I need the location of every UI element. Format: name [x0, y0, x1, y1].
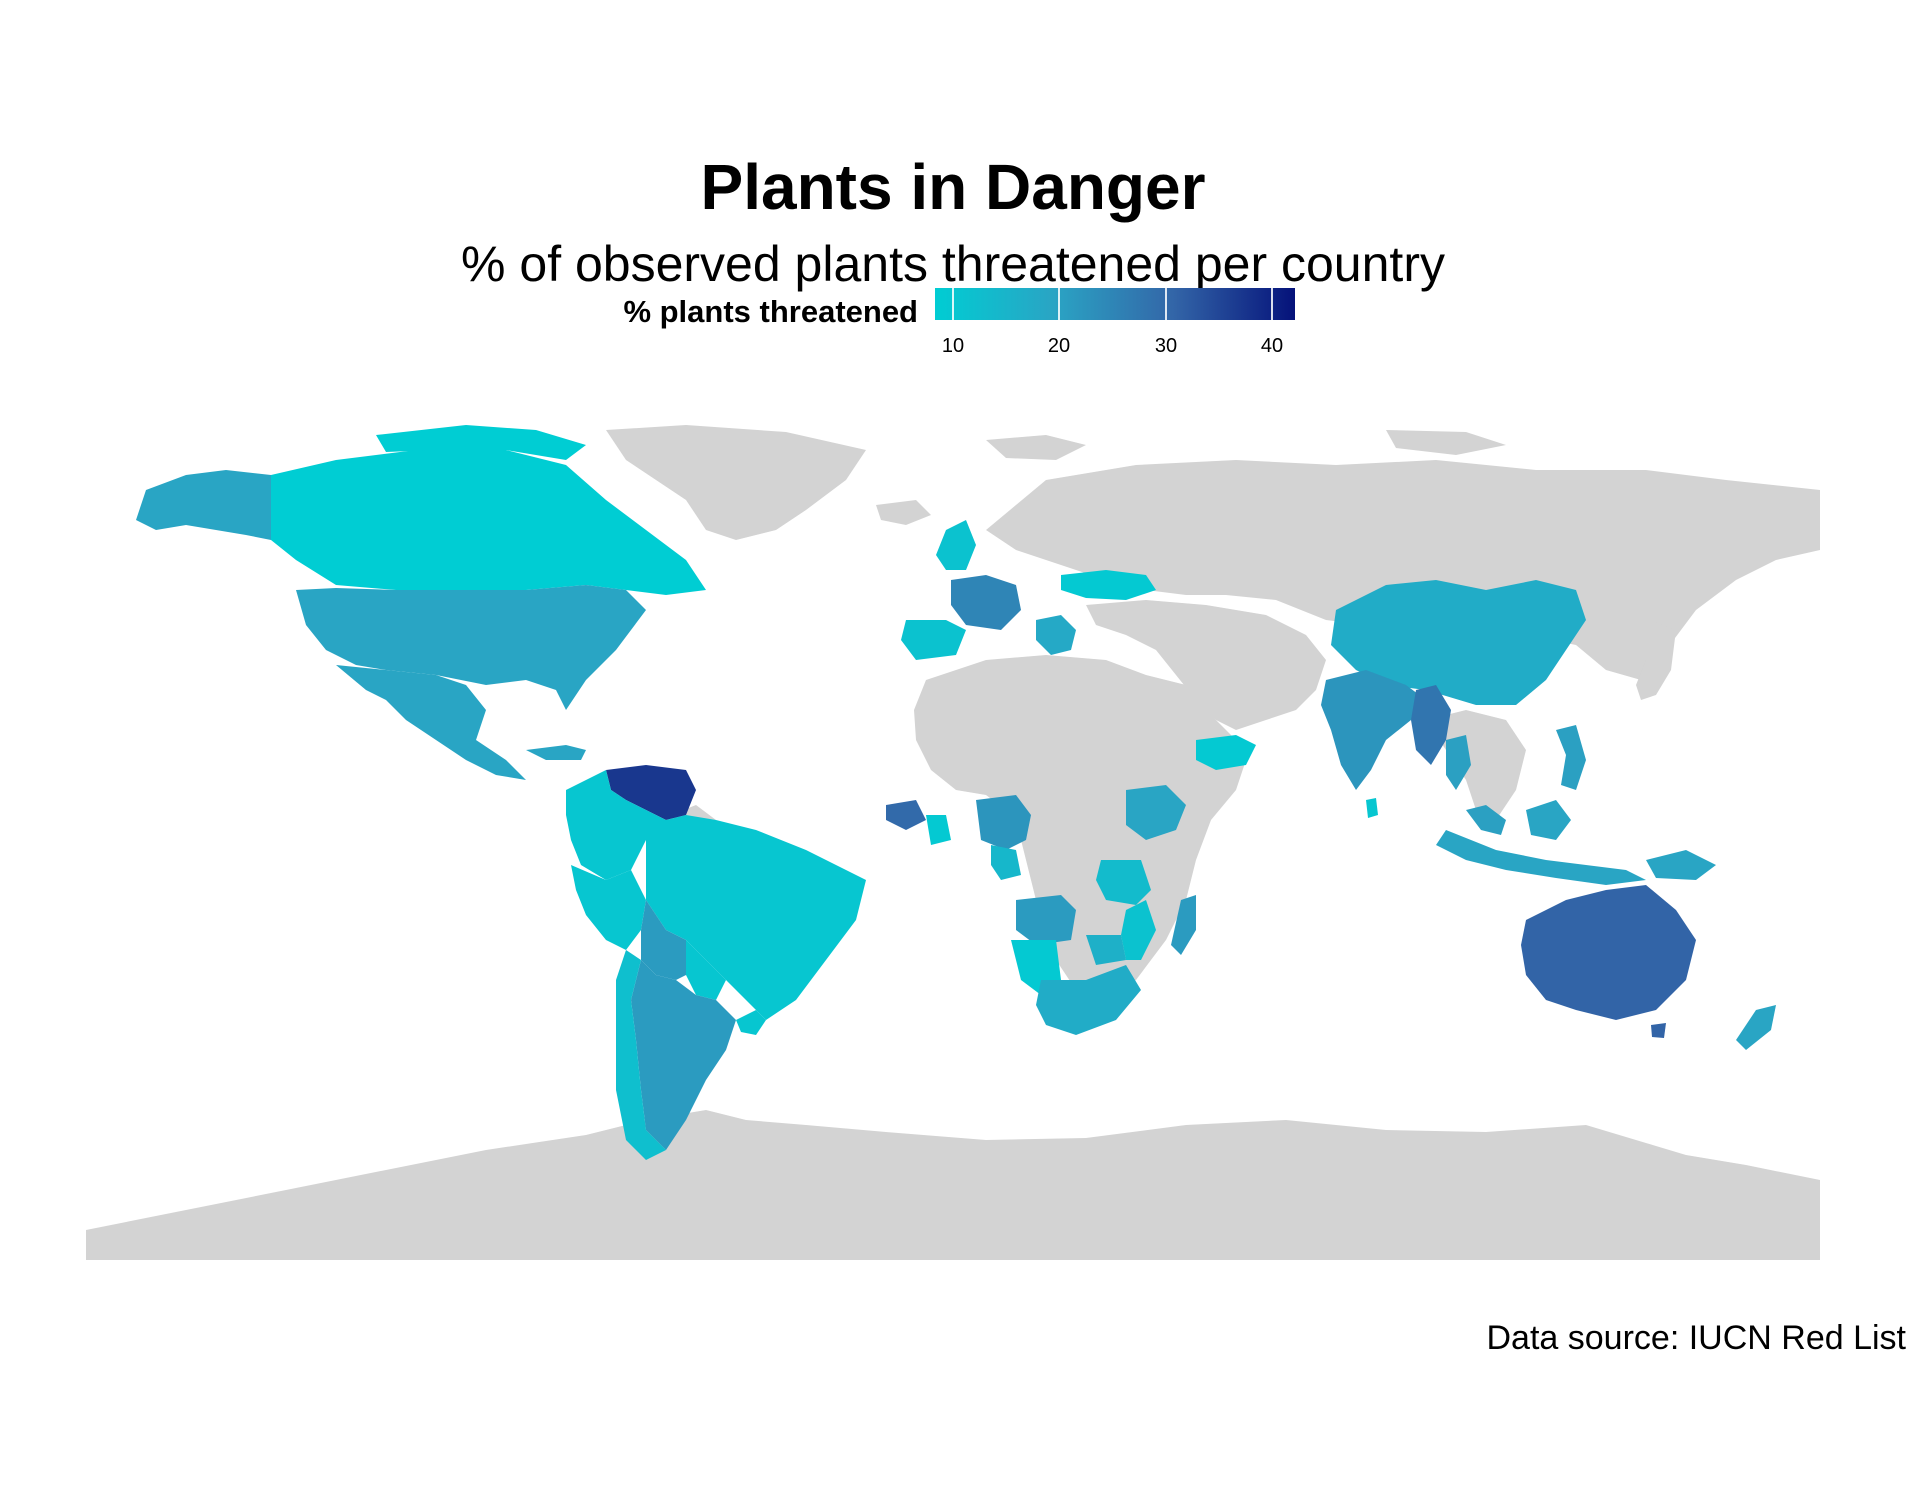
chart-subtitle: % of observed plants threatened per coun… — [461, 236, 1445, 292]
region-cameroon — [976, 795, 1031, 850]
region-myanmar — [1411, 685, 1451, 765]
no-data-landmass — [606, 425, 866, 540]
legend-tick-mark — [1058, 288, 1060, 320]
legend-tick-mark — [1165, 288, 1167, 320]
region-new-zealand — [1736, 1005, 1776, 1050]
region-spain — [901, 620, 966, 660]
legend-tick-label: 30 — [1154, 335, 1178, 357]
region-angola — [1016, 895, 1076, 945]
no-data-land — [86, 425, 1820, 1260]
region-indonesia — [1436, 830, 1646, 885]
region-canada — [271, 450, 706, 595]
region-madagascar — [1171, 895, 1196, 955]
region-yemen — [1196, 735, 1256, 770]
region-philippines — [1556, 725, 1586, 790]
legend-tick-label: 10 — [941, 335, 965, 357]
region-mozambique — [1121, 900, 1156, 960]
data-regions — [136, 425, 1776, 1160]
region-bolivia — [641, 900, 696, 980]
region-guinea — [886, 800, 926, 830]
no-data-landmass — [1386, 430, 1506, 455]
region-south-africa — [1036, 965, 1141, 1035]
region-brazil — [646, 810, 866, 1020]
world-map — [86, 425, 1820, 1260]
region-indonesia — [1526, 800, 1571, 840]
legend-title: % plants threatened — [623, 294, 918, 329]
region-thailand — [1446, 735, 1471, 790]
no-data-landmass — [1636, 620, 1676, 700]
region-argentina — [631, 960, 736, 1150]
no-data-landmass — [86, 1110, 1820, 1260]
legend-colorbar — [935, 288, 1295, 320]
region-alaska — [136, 470, 271, 540]
region-mexico — [526, 745, 586, 760]
region-ukraine — [1061, 570, 1156, 600]
region-united-kingdom — [936, 520, 976, 570]
region-venezuela — [606, 765, 696, 820]
region-chile — [616, 950, 666, 1160]
legend-tick-label: 40 — [1260, 335, 1284, 357]
region-mexico — [336, 665, 526, 780]
data-source-caption: Data source: IUCN Red List — [1486, 1319, 1906, 1357]
region-tanzania — [1096, 860, 1151, 905]
region-australia — [1521, 885, 1696, 1020]
no-data-landmass — [914, 655, 1246, 995]
chart-title: Plants in Danger — [700, 151, 1206, 223]
no-data-landmass — [1086, 600, 1326, 730]
region-france — [951, 575, 1021, 630]
region-zimbabwe — [1086, 935, 1126, 965]
region-china — [1331, 580, 1586, 705]
no-data-landmass — [1426, 710, 1526, 820]
region-sri-lanka — [1366, 798, 1378, 818]
no-data-landmass — [876, 500, 931, 525]
region-papua-new-guinea — [1646, 850, 1716, 880]
region-malaysia — [1466, 805, 1506, 835]
region-australia — [1651, 1023, 1666, 1038]
legend-tick-mark — [1271, 288, 1273, 320]
region-canada — [376, 425, 586, 460]
region-ghana — [926, 815, 951, 845]
region-united-states — [296, 585, 646, 710]
legend-tick-mark — [952, 288, 954, 320]
region-peru — [571, 865, 646, 950]
region-uruguay — [736, 1010, 766, 1035]
region-gabon — [991, 845, 1021, 880]
region-india — [1321, 670, 1426, 790]
no-data-landmass — [986, 460, 1820, 680]
region-balkans — [1036, 615, 1076, 655]
region-ethiopia — [1126, 785, 1186, 840]
no-data-landmass — [986, 435, 1086, 460]
region-paraguay — [686, 940, 726, 1000]
legend-tick-label: 20 — [1047, 335, 1071, 357]
region-colombia — [566, 770, 646, 880]
